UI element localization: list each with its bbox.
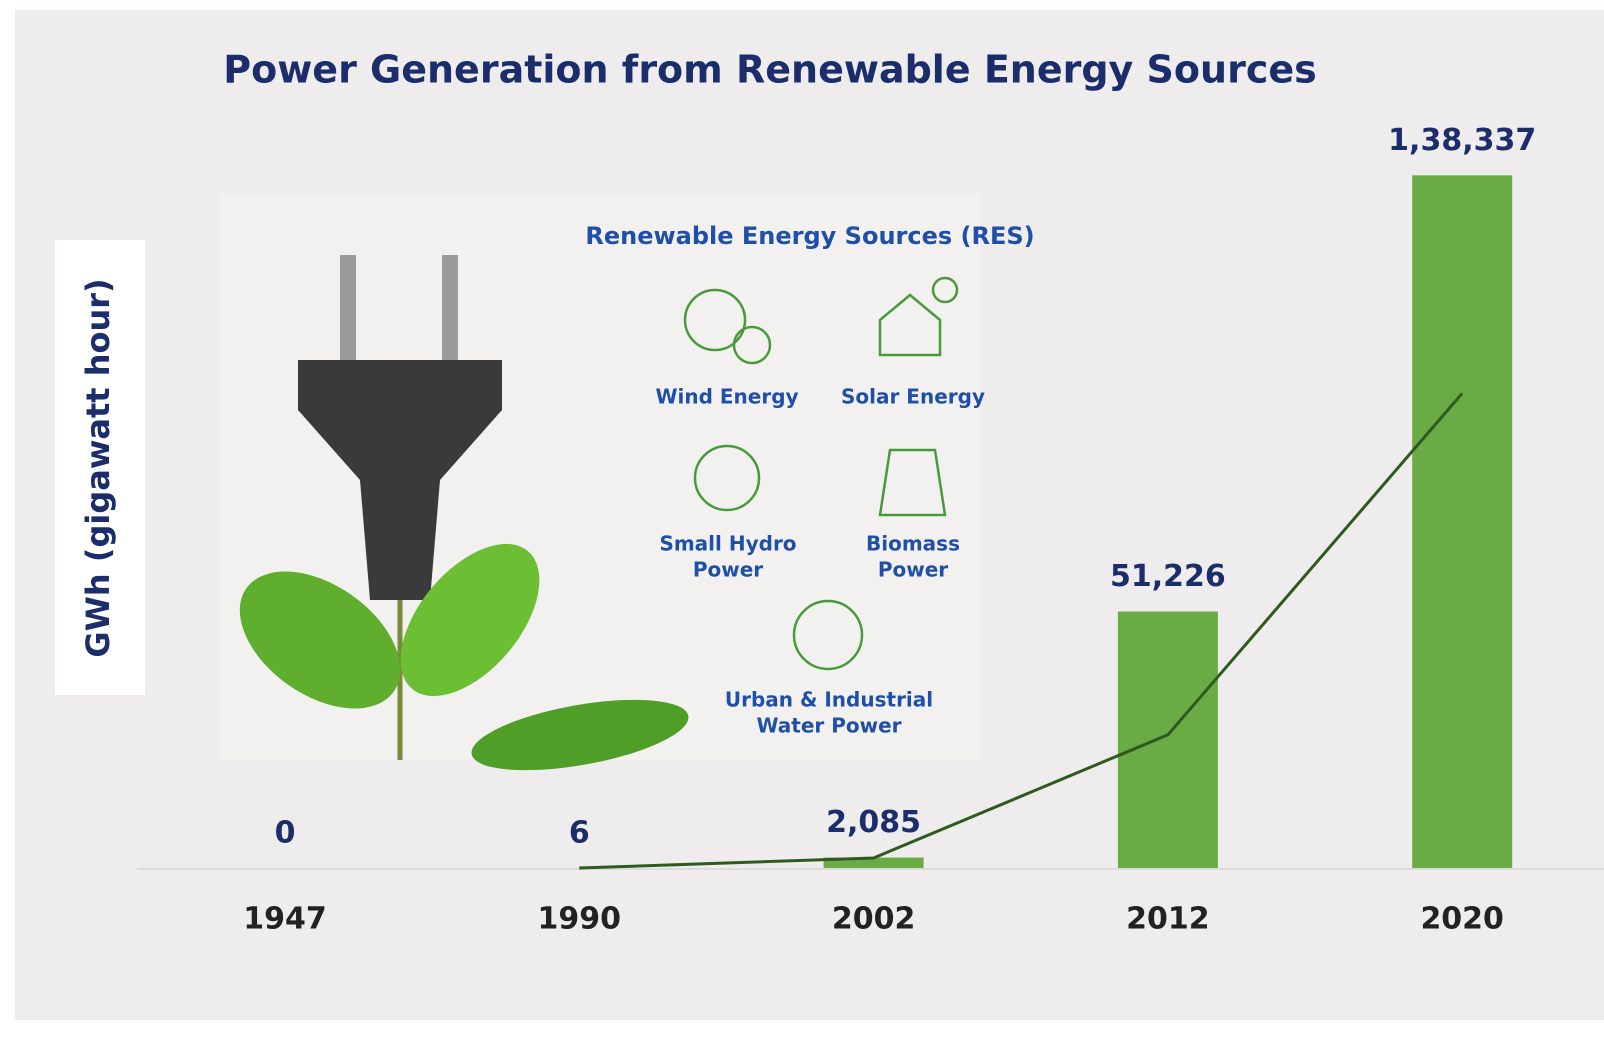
leaf [471, 699, 689, 771]
solar-icon [878, 293, 942, 357]
wind-icon [732, 325, 772, 365]
inset-title: Renewable Energy Sources (RES) [585, 222, 1034, 250]
y-axis-label: GWh (gigawatt hour) [79, 278, 117, 657]
biomass-icon [878, 448, 947, 517]
value-label: 0 [275, 816, 296, 851]
inset-item-label: Solar Energy [841, 385, 985, 409]
value-label: 2,085 [826, 805, 921, 840]
inset-item-label: Water Power [756, 714, 901, 738]
leaf [239, 571, 401, 709]
x-tick-label: 2020 [1420, 902, 1504, 937]
plug-pin [442, 255, 458, 365]
x-tick-label: 2002 [832, 902, 916, 937]
inset-item-label: Urban & Industrial [725, 688, 933, 712]
bar [823, 857, 924, 868]
bar [1412, 175, 1513, 868]
inset-item-label: Small Hydro [659, 532, 796, 556]
x-tick-label: 1990 [538, 902, 622, 937]
inset-item-label: Power [693, 558, 763, 582]
solar-icon [931, 276, 959, 304]
plug-body [298, 360, 502, 600]
plug-pin [340, 255, 356, 365]
inset: Renewable Energy Sources (RES) [220, 195, 1035, 771]
wind-icon [683, 288, 747, 352]
inset-item-label: Wind Energy [655, 385, 798, 409]
value-label: 6 [569, 815, 590, 850]
y-label-box [55, 240, 145, 695]
x-tick-label: 2012 [1126, 902, 1210, 937]
chart-title: Power Generation from Renewable Energy S… [223, 48, 1317, 92]
x-tick-label: 1947 [243, 902, 327, 937]
bar [1117, 611, 1218, 868]
hydro-icon [693, 444, 761, 512]
inset-item-label: Power [878, 558, 948, 582]
inset-item-label: Biomass [866, 532, 960, 556]
value-label: 1,38,337 [1388, 123, 1536, 158]
trend-line [579, 392, 1464, 870]
leaf [400, 543, 540, 697]
value-label: 51,226 [1110, 559, 1226, 594]
water-icon [792, 599, 864, 671]
